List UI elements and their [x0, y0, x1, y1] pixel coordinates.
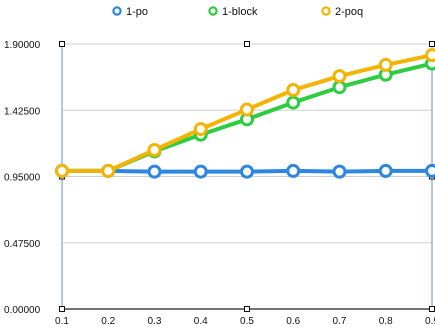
data-point-2-poq	[427, 50, 435, 61]
data-point-2-poq	[149, 145, 160, 156]
y-tick-label: 1.90000	[4, 40, 41, 51]
data-point-1-po	[427, 165, 435, 176]
axes: 0.00000 0.47500 0.95000 1.42500 1.90000 0.1 0.…	[4, 40, 435, 327]
data-point-2-poq	[242, 104, 253, 115]
x-tick-label: 0.9	[425, 316, 435, 327]
x-tick-label: 0.6	[286, 316, 300, 327]
selection-handle	[430, 307, 435, 312]
selection-handle	[60, 42, 65, 47]
data-point-1-po	[149, 166, 160, 177]
data-point-1-block	[334, 82, 345, 93]
legend-marker-1-po	[113, 7, 120, 14]
x-tick-label: 0.8	[379, 316, 393, 327]
data-point-2-poq	[380, 59, 391, 70]
selection-handle	[60, 307, 65, 312]
legend-label: 2-poq	[335, 6, 363, 18]
data-point-2-poq	[288, 85, 299, 96]
x-tick-label: 0.3	[148, 316, 162, 327]
data-point-2-poq	[57, 165, 68, 176]
x-tick-label: 0.2	[101, 316, 115, 327]
data-point-1-po	[242, 166, 253, 177]
data-point-2-poq	[195, 124, 206, 135]
data-point-2-poq	[103, 165, 114, 176]
legend-marker-1-block	[209, 7, 216, 14]
data-point-1-po	[380, 165, 391, 176]
legend: 1-po 1-block 2-poq	[113, 6, 363, 18]
data-point-1-po	[195, 166, 206, 177]
x-tick-label: 0.5	[240, 316, 254, 327]
y-tick-label: 0.00000	[4, 305, 41, 316]
data-point-1-po	[334, 166, 345, 177]
selection-handle	[430, 42, 435, 47]
legend-label: 1-po	[126, 6, 148, 18]
legend-marker-2-poq	[322, 7, 329, 14]
x-tick-label: 0.1	[55, 316, 69, 327]
y-tick-label: 0.95000	[4, 173, 41, 184]
legend-label: 1-block	[222, 6, 258, 18]
selection-handle	[245, 42, 250, 47]
x-tick-label: 0.7	[333, 316, 347, 327]
data-point-1-po	[288, 165, 299, 176]
data-point-1-block	[288, 97, 299, 108]
data-point-2-poq	[334, 71, 345, 82]
selection-handle	[245, 307, 250, 312]
y-tick-label: 0.47500	[4, 239, 41, 250]
x-tick-label: 0.4	[194, 316, 208, 327]
series	[57, 50, 435, 177]
y-tick-label: 1.42500	[4, 106, 41, 117]
